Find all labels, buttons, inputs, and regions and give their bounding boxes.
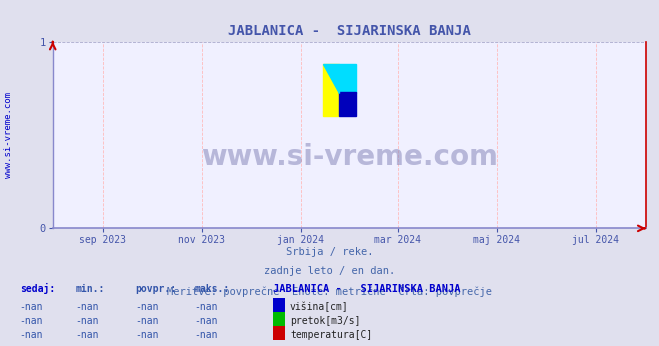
Text: -nan: -nan — [20, 316, 43, 326]
Text: -nan: -nan — [135, 330, 159, 340]
Title: JABLANICA -  SIJARINSKA BANJA: JABLANICA - SIJARINSKA BANJA — [228, 24, 471, 38]
Text: min.:: min.: — [76, 284, 105, 294]
Text: -nan: -nan — [194, 302, 218, 312]
Text: -nan: -nan — [76, 316, 100, 326]
Text: pretok[m3/s]: pretok[m3/s] — [290, 316, 360, 326]
Text: -nan: -nan — [20, 302, 43, 312]
Text: -nan: -nan — [135, 302, 159, 312]
Text: -nan: -nan — [76, 302, 100, 312]
Text: zadnje leto / en dan.: zadnje leto / en dan. — [264, 266, 395, 276]
Text: -nan: -nan — [20, 330, 43, 340]
Bar — [339, 64, 356, 93]
Polygon shape — [322, 64, 339, 93]
Text: sedaj:: sedaj: — [20, 283, 55, 294]
Text: -nan: -nan — [76, 330, 100, 340]
Bar — [339, 92, 356, 116]
Text: maks.:: maks.: — [194, 284, 229, 294]
Text: Srbija / reke.: Srbija / reke. — [286, 247, 373, 257]
Text: Meritve: povprečne  Enote: metrične  Črta: povprečje: Meritve: povprečne Enote: metrične Črta:… — [167, 285, 492, 298]
Text: JABLANICA -   SIJARINSKA BANJA: JABLANICA - SIJARINSKA BANJA — [273, 284, 461, 294]
Text: povpr.:: povpr.: — [135, 284, 176, 294]
Text: temperatura[C]: temperatura[C] — [290, 330, 372, 340]
Text: www.si-vreme.com: www.si-vreme.com — [4, 92, 13, 178]
Bar — [322, 64, 339, 116]
Text: -nan: -nan — [194, 330, 218, 340]
Text: višina[cm]: višina[cm] — [290, 302, 349, 312]
Text: www.si-vreme.com: www.si-vreme.com — [201, 143, 498, 171]
Text: -nan: -nan — [135, 316, 159, 326]
Text: -nan: -nan — [194, 316, 218, 326]
